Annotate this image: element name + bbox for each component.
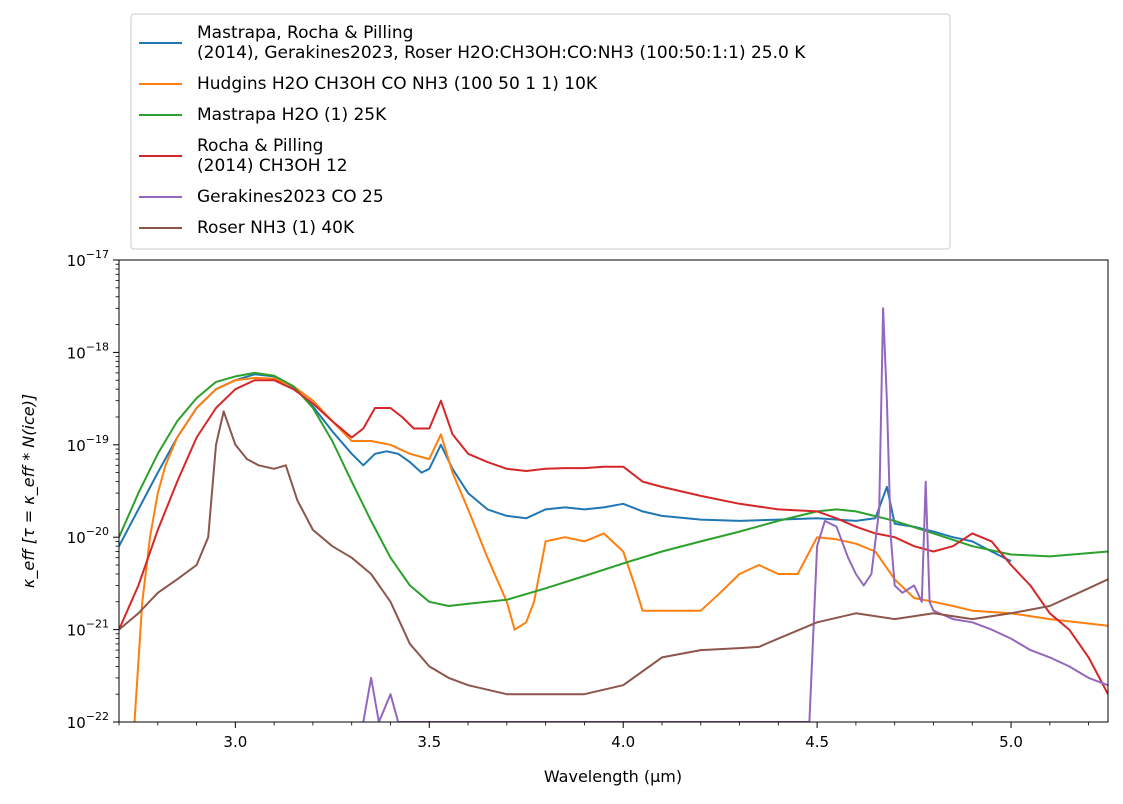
x-tick-label: 4.5 — [805, 733, 829, 751]
legend-label-5: Roser NH3 (1) 40K — [197, 218, 355, 238]
series-line-1 — [133, 376, 1108, 722]
legend-label-0: Mastrapa, Rocha & Pilling (2014), Gerakin… — [197, 23, 806, 63]
x-tick-label: 3.5 — [417, 733, 441, 751]
y-tick-label: 10−18 — [67, 340, 109, 362]
x-tick-label: 5.0 — [999, 733, 1023, 751]
legend-label-2: Mastrapa H2O (1) 25K — [197, 105, 387, 125]
y-tick-label: 10−22 — [67, 710, 109, 732]
y-tick-label: 10−17 — [67, 248, 109, 270]
x-tick-label: 4.0 — [611, 733, 635, 751]
y-axis-label: κ_eff [τ = κ_eff * N(ice)] — [19, 394, 39, 588]
y-tick-label: 10−21 — [67, 618, 109, 640]
y-axis: 10−22 10−21 10−20 10−19 10−18 10−17 — [67, 248, 119, 732]
x-tick-label: 3.0 — [223, 733, 247, 751]
y-tick-label: 10−19 — [67, 433, 109, 455]
series-line-3 — [119, 379, 1108, 695]
plot-area — [119, 260, 1108, 722]
legend-label-4: Gerakines2023 CO 25 — [197, 187, 384, 207]
x-axis-label: Wavelength (μm) — [544, 767, 682, 786]
series-layer — [119, 307, 1108, 722]
legend-label-3: Rocha & Pilling (2014) CH3OH 12 — [197, 136, 348, 176]
plot-frame — [118, 259, 1109, 723]
legend: Mastrapa, Rocha & Pilling (2014), Gerakin… — [130, 13, 951, 250]
legend-frame — [130, 13, 951, 250]
series-line-4 — [362, 307, 1108, 722]
x-axis: 3.0 3.5 4.0 4.5 5.0 — [118, 722, 1090, 751]
series-line-2 — [119, 371, 1108, 607]
legend-label-1: Hudgins H2O CH3OH CO NH3 (100 50 1 1) 10… — [197, 74, 598, 94]
series-line-5 — [119, 410, 1108, 696]
y-tick-label: 10−20 — [67, 525, 109, 547]
